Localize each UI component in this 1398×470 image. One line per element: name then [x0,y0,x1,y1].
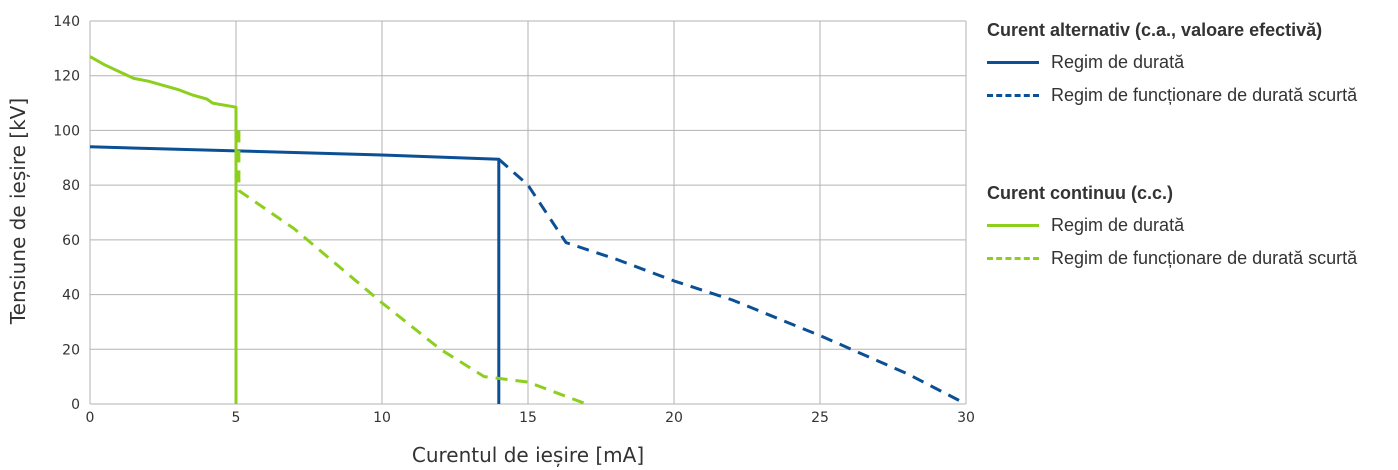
legend-swatch-solid-blue [987,61,1039,64]
series-line-2 [89,55,238,404]
x-tick-label: 10 [373,410,391,426]
legend-item-ac-short-term: Regim de funcționare de durată scurtă [987,79,1357,112]
x-tick-label: 20 [665,410,683,426]
series-lines [89,55,967,406]
legend-item-ac-continuous: Regim de durată [987,46,1357,79]
axis-ticks: 0 5 10 15 20 25 30 0 20 40 60 80 100 120 140 [53,14,975,426]
legend-item-dc-continuous: Regim de durată [987,209,1357,242]
y-tick-label: 40 [62,288,80,304]
y-tick-label: 80 [62,178,80,194]
series-line-1 [497,158,967,406]
x-tick-label: 25 [811,410,829,426]
legend-group-title: Curent alternativ (c.a., valoare efectiv… [987,20,1323,40]
y-tick-label: 140 [53,14,80,30]
legend-swatch-dashed-blue [987,94,1039,97]
x-tick-label: 0 [86,410,95,426]
series-line-3 [237,130,587,406]
legend-item-label: Regim de funcționare de durată scurtă [1051,85,1358,105]
series-line-0 [89,145,501,404]
legend-item-label: Regim de durată [1051,52,1185,72]
y-tick-label: 100 [53,123,80,139]
legend-group-dc: Curent continuu (c.c.) Regim de durată R… [987,183,1357,275]
y-tick-label: 120 [53,69,80,85]
grid-lines [89,20,967,405]
legend-swatch-dashed-green [987,257,1039,260]
legend-item-label: Regim de funcționare de durată scurtă [1051,248,1358,268]
y-tick-label: 60 [62,233,80,249]
legend-group-title: Curent continuu (c.c.) [987,183,1173,203]
legend-item-dc-short-term: Regim de funcționare de durată scurtă [987,242,1357,275]
legend-swatch-solid-green [987,224,1039,227]
x-tick-label: 5 [232,410,241,426]
x-axis-title: Curentul de ieșire [mA] [412,443,644,467]
y-tick-label: 0 [71,397,80,413]
y-tick-label: 20 [62,342,80,358]
legend-group-ac: Curent alternativ (c.a., valoare efectiv… [987,20,1357,112]
x-tick-label: 30 [957,410,975,426]
x-tick-label: 15 [519,410,537,426]
y-axis-title: Tensiune de ieșire [kV] [6,98,30,325]
legend: Curent alternativ (c.a., valoare efectiv… [987,0,1398,470]
legend-item-label: Regim de durată [1051,215,1185,235]
